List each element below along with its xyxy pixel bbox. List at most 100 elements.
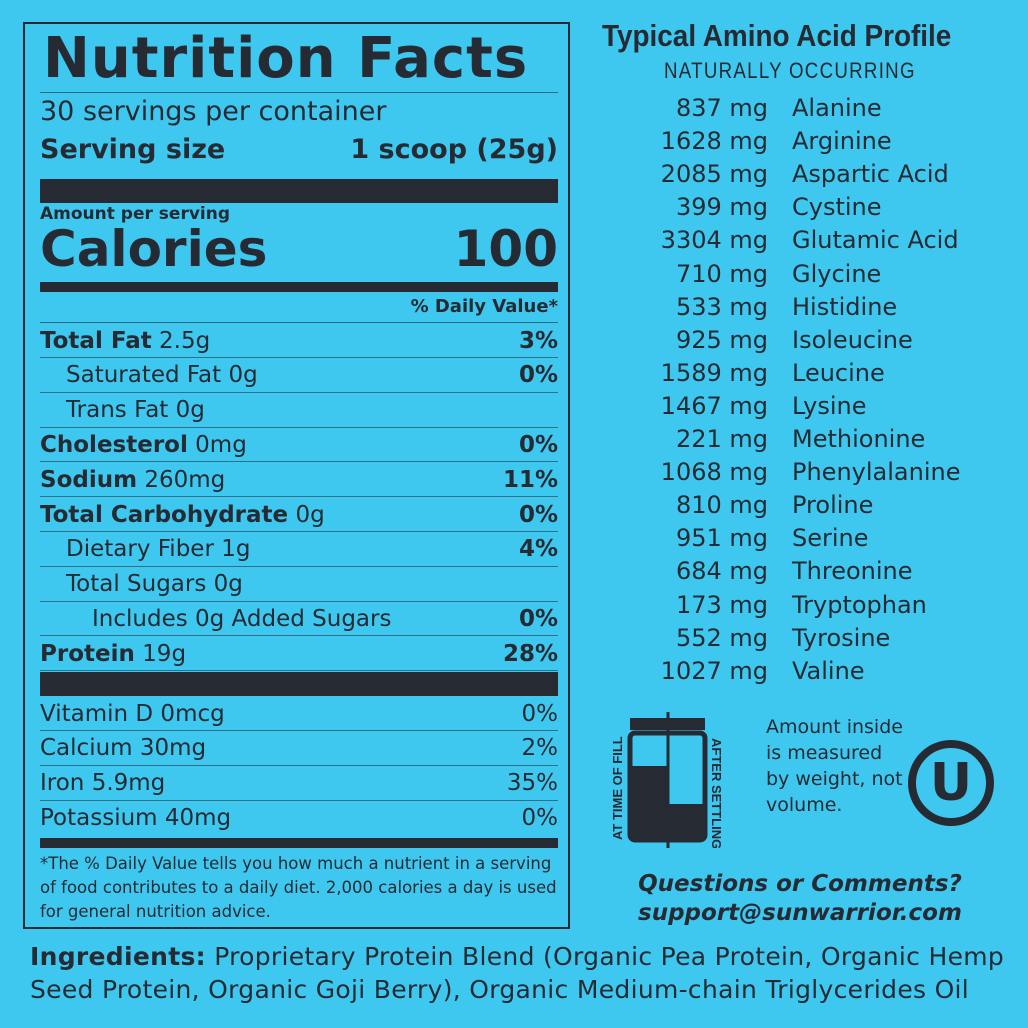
amino-row: 951 mg Serine (610, 524, 1010, 552)
nutrient-name: Trans Fat 0g (40, 397, 205, 423)
contact: Questions or Comments? support@sunwarrio… (600, 870, 1000, 928)
nutrient-amount: 0g (228, 362, 258, 389)
servings-per-container: 30 servings per container (40, 96, 387, 127)
nutrient-row: Total Sugars 0g (40, 568, 558, 602)
amino-amount: 810 mg (675, 491, 768, 520)
nutrient-name: Includes 0g Added Sugars (40, 606, 391, 632)
amino-row: 1589 mg Leucine (610, 359, 1010, 387)
amino-amount: 684 mg (675, 557, 768, 586)
nutrient-row: Total Carbohydrate 0g 0% (40, 498, 558, 532)
amino-name: Lysine (792, 391, 867, 420)
vitamin-daily-value: 0% (521, 700, 559, 727)
vitamin-name: Calcium 30mg (40, 735, 207, 762)
amino-name: Histidine (792, 292, 898, 321)
amino-subtitle: NATURALLY OCCURRING (664, 58, 916, 83)
amino-amount: 710 mg (675, 259, 768, 288)
amino-name: Proline (792, 491, 874, 520)
ingredients: Ingredients: Proprietary Protein Blend (… (30, 940, 1010, 1006)
nutrient-amount: 0mg (195, 431, 247, 458)
thick-bar (40, 179, 558, 203)
amino-amount: 1467 mg (660, 391, 768, 420)
nutrient-label: Total Fat (40, 327, 152, 354)
settling-jar-icon: AT TIME OF FILL AFTER SETTLING (610, 712, 724, 848)
amino-name: Phenylalanine (792, 458, 961, 487)
amino-row: 221 mg Methionine (610, 425, 1010, 453)
amino-row: 399 mg Cystine (610, 193, 1010, 221)
medium-bar (40, 838, 558, 848)
amino-amount: 533 mg (675, 292, 768, 321)
amino-amount: 1589 mg (660, 358, 768, 387)
nutrient-daily-value: 11% (502, 466, 558, 493)
serving-size-value: 1 scoop (25g) (350, 134, 558, 165)
nutrient-amount: 0g (175, 397, 205, 424)
nutrient-name: Protein 19g (40, 641, 186, 667)
nutrient-amount: 1g (221, 536, 251, 563)
amino-amount: 1068 mg (660, 458, 768, 487)
nutrient-row: Saturated Fat 0g 0% (40, 359, 558, 393)
thick-bar (40, 672, 558, 696)
amino-amount: 3304 mg (660, 226, 768, 255)
vitamin-daily-value: 35% (506, 770, 558, 797)
nutrient-name: Total Fat 2.5g (40, 328, 210, 354)
amino-name: Glycine (792, 259, 882, 288)
nutrition-title: Nutrition Facts (43, 26, 529, 91)
nutrient-daily-value: 0% (518, 431, 558, 458)
amino-title: Typical Amino Acid Profile (602, 18, 952, 53)
vitamin-name: Vitamin D 0mcg (40, 700, 225, 727)
nutrition-facts-panel: Nutrition Facts 30 servings per containe… (23, 22, 570, 929)
daily-value-header: % Daily Value* (410, 296, 558, 317)
nutrient-name: Sodium 260mg (40, 467, 225, 493)
nutrient-name: Total Sugars 0g (40, 571, 243, 597)
nutrient-label: Sodium (40, 466, 138, 493)
nutrient-row: Total Fat 2.5g 3% (40, 324, 558, 358)
amino-row: 1628 mg Arginine (610, 127, 1010, 155)
amino-name: Aspartic Acid (792, 160, 949, 189)
calories-row: Calories 100 (40, 220, 558, 278)
nutrient-label: Dietary Fiber (66, 536, 214, 563)
amino-row: 173 mg Tryptophan (610, 591, 1010, 619)
nutrient-name: Total Carbohydrate 0g (40, 502, 325, 528)
amino-row: 533 mg Histidine (610, 293, 1010, 321)
vitamin-row: Calcium 30mg 2% (40, 732, 558, 766)
vitamin-row: Potassium 40mg 0% (40, 801, 558, 835)
nutrient-row: Trans Fat 0g (40, 394, 558, 428)
nutrient-daily-value: 0% (518, 605, 558, 632)
nutrient-daily-value: 3% (518, 327, 558, 354)
nutrient-amount: 2.5g (159, 327, 211, 354)
vitamin-name: Potassium 40mg (40, 805, 232, 832)
serving-size-row: Serving size 1 scoop (25g) (40, 134, 558, 165)
amino-amount: 925 mg (675, 325, 768, 354)
vitamin-row: Vitamin D 0mcg 0% (40, 697, 558, 731)
nutrient-name: Cholesterol 0mg (40, 432, 247, 458)
amino-name: Isoleucine (792, 325, 913, 354)
footnote: *The % Daily Value tells you how much a … (40, 854, 557, 921)
nutrient-daily-value: 0% (518, 362, 558, 389)
divider (40, 92, 558, 93)
amino-amount: 2085 mg (660, 160, 768, 189)
amino-name: Leucine (792, 358, 885, 387)
amino-amount: 837 mg (675, 94, 768, 122)
nutrient-label: Includes 0g Added Sugars (92, 605, 392, 632)
amino-name: Alanine (792, 94, 882, 122)
divider (40, 322, 558, 323)
nutrient-label: Saturated Fat (66, 362, 222, 389)
vitamin-daily-value: 0% (521, 805, 559, 832)
amino-name: Valine (792, 656, 865, 685)
amino-name: Tryptophan (792, 590, 927, 619)
nutrient-daily-value: 0% (518, 501, 558, 528)
calories-value: 100 (453, 220, 558, 278)
after-settling-label: AFTER SETTLING (709, 738, 724, 848)
contact-question: Questions or Comments? (638, 871, 962, 897)
amino-name: Serine (792, 524, 869, 553)
amino-row: 1068 mg Phenylalanine (610, 458, 1010, 486)
contact-email[interactable]: support@sunwarrior.com (638, 900, 962, 926)
nutrient-row: Includes 0g Added Sugars 0% (40, 602, 558, 637)
nutrient-row: Sodium 260mg 11% (40, 463, 558, 498)
amino-name: Glutamic Acid (792, 226, 959, 255)
nutrient-label: Cholesterol (40, 431, 188, 458)
amino-amount: 951 mg (675, 524, 768, 553)
amino-row: 710 mg Glycine (610, 260, 1010, 288)
amino-amount: 221 mg (675, 425, 768, 453)
amino-amount: 1628 mg (660, 127, 768, 156)
vitamin-row: Iron 5.9mg 35% (40, 767, 558, 801)
